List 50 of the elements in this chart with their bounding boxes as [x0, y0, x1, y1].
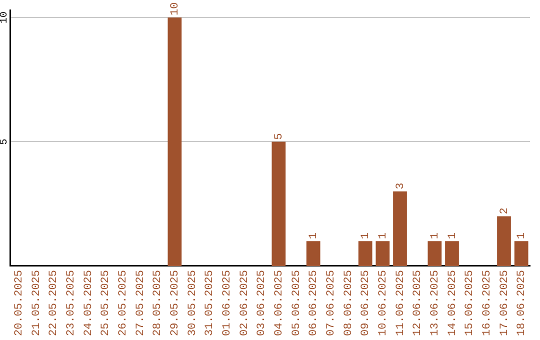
bar — [272, 142, 286, 266]
x-tick-label: 28.05.2025 — [152, 270, 164, 336]
x-tick-label: 06.06.2025 — [308, 270, 320, 336]
data-label: 1 — [446, 232, 459, 240]
x-tick-label: 21.05.2025 — [30, 270, 43, 336]
bar — [445, 241, 459, 266]
x-tick-label: 25.05.2025 — [100, 270, 112, 336]
data-label: 1 — [516, 232, 528, 240]
data-label: 10 — [170, 2, 182, 16]
x-tick-label: 05.06.2025 — [290, 270, 303, 336]
x-tick-label: 03.06.2025 — [256, 270, 268, 336]
x-tick-label: 18.06.2025 — [516, 270, 528, 336]
data-label: 3 — [394, 182, 407, 190]
x-tick-label: 02.06.2025 — [238, 270, 251, 336]
x-tick-label: 22.05.2025 — [48, 270, 60, 336]
x-tick-label: 09.06.2025 — [360, 270, 372, 336]
x-tick-label: 29.05.2025 — [170, 270, 182, 336]
x-tick-label: 24.05.2025 — [82, 270, 95, 336]
bar — [306, 241, 320, 266]
x-tick-label: 01.06.2025 — [222, 270, 234, 336]
x-tick-label: 13.06.2025 — [430, 270, 442, 336]
bar — [497, 216, 511, 266]
bar — [393, 191, 407, 266]
bar — [376, 241, 390, 266]
x-tick-label: 30.05.2025 — [186, 270, 199, 336]
x-tick-label: 31.05.2025 — [204, 270, 216, 336]
x-tick-label: 04.06.2025 — [274, 270, 286, 336]
data-label: 1 — [378, 232, 390, 240]
x-tick-label: 26.05.2025 — [118, 270, 130, 336]
bar — [514, 241, 528, 266]
bar — [428, 241, 442, 266]
x-tick-label: 23.05.2025 — [66, 270, 78, 336]
data-label: 2 — [498, 208, 511, 214]
data-label: 1 — [308, 232, 320, 240]
x-tick-label: 20.05.2025 — [14, 270, 26, 336]
x-tick-label: 15.06.2025 — [464, 270, 476, 336]
data-label: 1 — [430, 232, 442, 240]
x-tick-label: 27.05.2025 — [134, 270, 147, 336]
data-label: 5 — [274, 133, 286, 140]
bar — [168, 17, 182, 266]
bar — [358, 241, 372, 266]
x-tick-label: 16.06.2025 — [482, 270, 494, 336]
x-tick-label: 07.06.2025 — [326, 270, 338, 336]
x-tick-label: 11.06.2025 — [394, 270, 407, 336]
data-label: 1 — [360, 232, 372, 240]
x-tick-label: 12.06.2025 — [412, 270, 424, 336]
x-tick-label: 10.06.2025 — [378, 270, 390, 336]
x-tick-label: 08.06.2025 — [342, 270, 355, 336]
x-tick-label: 14.06.2025 — [446, 270, 459, 336]
x-tick-label: 17.06.2025 — [498, 270, 511, 336]
